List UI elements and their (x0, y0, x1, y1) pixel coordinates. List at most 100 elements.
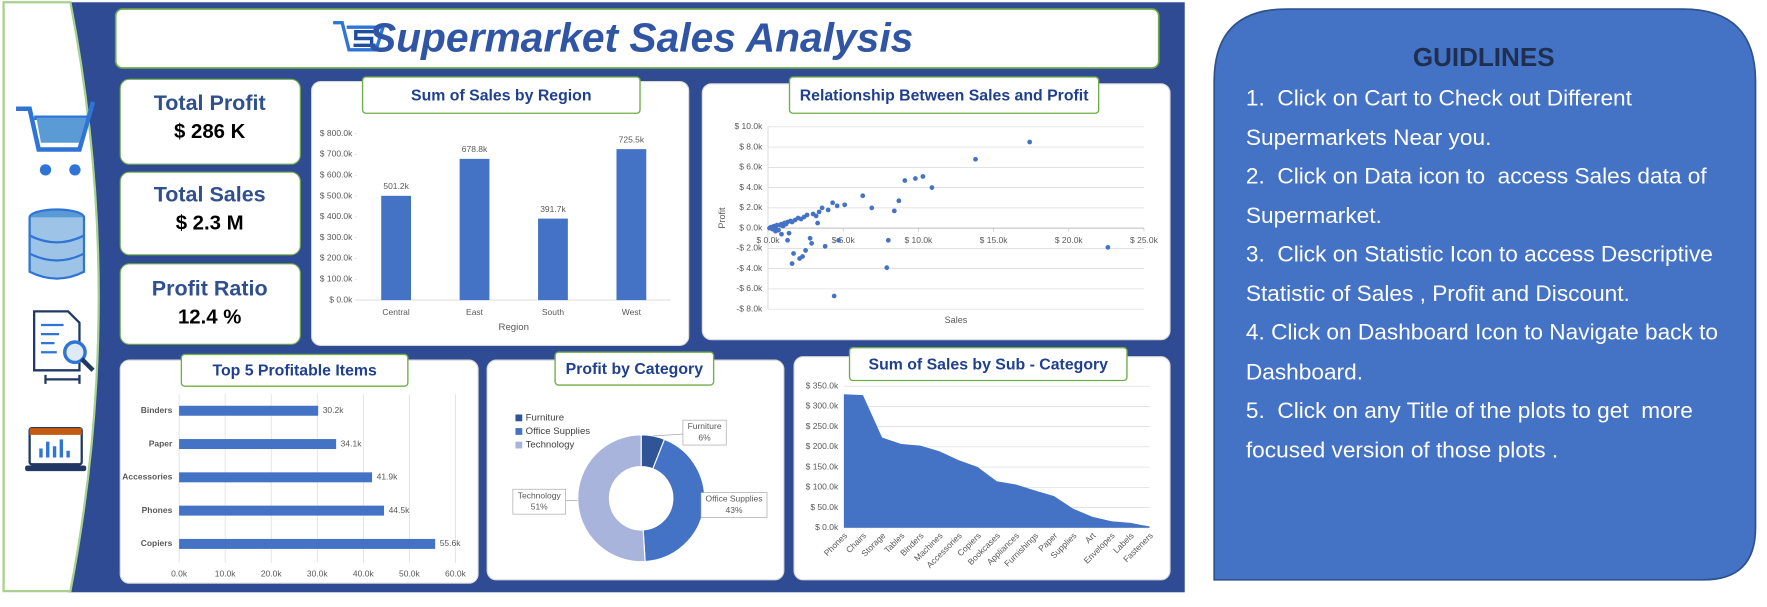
chart-title-box[interactable] (361, 76, 641, 114)
chart-title[interactable]: Sum of Sales by Sub - Category (869, 356, 1109, 373)
chart-title-box[interactable] (554, 351, 715, 386)
x-tick-label: 50.0k (399, 568, 421, 578)
statistic-icon[interactable] (33, 310, 95, 384)
title-box (114, 8, 1160, 69)
data-label: 44.5k (389, 505, 411, 515)
chart-title[interactable]: Relationship Between Sales and Profit (800, 87, 1089, 104)
bar (179, 405, 319, 416)
scatter-point (831, 293, 837, 299)
bar (538, 218, 568, 301)
data-label: 678.8k (462, 144, 488, 154)
x-tick-label: 0.0k (171, 568, 188, 578)
data-label: 41.9k (377, 472, 399, 482)
db-bands (29, 234, 85, 262)
cart-basket (36, 117, 87, 143)
scatter-point (807, 235, 813, 241)
data-label-category: Furniture (688, 421, 722, 431)
chart-title[interactable]: Top 5 Profitable Items (212, 363, 377, 380)
legend-swatch (515, 414, 523, 422)
guideline-item: 1. Click on Cart to Check out Different … (1245, 86, 1639, 151)
y-tick-label: $ 600.0k (320, 169, 353, 179)
chart-title-box[interactable] (180, 353, 409, 387)
guideline-item: 5. Click on any Title of the plots to ge… (1245, 398, 1700, 463)
bar (179, 538, 436, 549)
kpi-value: 12.4 % (178, 307, 241, 329)
scatter-point (885, 237, 891, 243)
y-tick-label: $ 0.0k (815, 522, 839, 532)
y-tick-label: Copiers (141, 538, 173, 548)
y-tick-label: $ 100.0k (806, 482, 839, 492)
y-tick-label: $ 0.0k (329, 294, 353, 304)
cart-handle (86, 101, 96, 119)
scatter-point (902, 178, 908, 183)
y-tick-label: $ 300.0k (320, 232, 353, 242)
scatter-point (836, 237, 842, 243)
y-tick-label: $ 50.0k (810, 502, 839, 512)
x-tick-label: 10.0k (215, 568, 237, 578)
y-tick-label: -$ 2.0k (736, 243, 763, 253)
laptop-chart (39, 439, 70, 458)
x-axis-title: Region (499, 322, 529, 333)
guidelines-list: 1. Click on Cart to Check out Different … (1246, 79, 1744, 470)
y-tick-label: $ 200.0k (806, 441, 839, 451)
legend-label: Furniture (526, 412, 564, 423)
y-tick-label: Accessories (122, 472, 172, 482)
title-icon-s (353, 30, 374, 47)
guideline-item: 3. Click on Statistic Icon to access Des… (1245, 242, 1720, 307)
scatter-point (912, 176, 918, 181)
magnifier-handle (80, 357, 95, 372)
bar (179, 439, 337, 450)
guidelines-body: 1. Click on Cart to Check out Different … (1246, 79, 1744, 470)
dashboard-icon[interactable] (25, 426, 87, 472)
x-axis-title: Sales (945, 315, 968, 325)
x-tick-label: East (466, 307, 484, 317)
data-label-box (700, 492, 768, 518)
legend-label: Technology (526, 440, 575, 451)
y-tick-label: $ 2.0k (739, 202, 763, 212)
data-label-category: Office Supplies (706, 494, 763, 504)
scatter-point (860, 193, 866, 199)
kpi-label: Total Profit (154, 91, 266, 115)
bar (616, 149, 647, 301)
y-tick-label: $ 500.0k (320, 190, 353, 200)
x-tick-label: 20.0k (261, 568, 283, 578)
data-label-category: Technology (518, 490, 562, 500)
scatter-point (830, 200, 836, 206)
title-icon-cart (333, 20, 386, 52)
y-tick-label: $ 6.0k (739, 162, 763, 172)
y-tick-label: $ 200.0k (320, 253, 353, 263)
y-tick-label: -$ 6.0k (736, 283, 763, 293)
data-label-box (682, 419, 727, 446)
x-tick-label: 30.0k (307, 568, 329, 578)
panel-background (119, 359, 479, 584)
area (843, 394, 1150, 528)
scatter-point (869, 205, 875, 211)
scatter-point (786, 230, 792, 236)
scatter-point (1105, 244, 1111, 250)
scatter-point (813, 213, 819, 219)
data-label: 501.2k (383, 181, 409, 191)
kpi-card (119, 78, 301, 165)
chart-title[interactable]: Sum of Sales by Region (411, 87, 591, 104)
data-label: 391.7k (540, 204, 566, 214)
chart-panel: $ 0.0k $ 100.0k $ 200.0k $ 300.0k $ 400.0k $ … (311, 76, 690, 346)
x-tick-label: West (622, 307, 642, 317)
x-tick-label: $ 20.0k (1055, 235, 1084, 245)
cart-wheel (69, 164, 81, 176)
chart-panel: $ 0.0k $ 50.0k $ 100.0k $ 150.0k $ 200.0k $ 2… (793, 346, 1171, 581)
data-label: 43% (726, 505, 743, 515)
title-icon (333, 20, 386, 52)
donut-slice (642, 438, 706, 563)
data-label: 6% (698, 433, 711, 443)
x-tick-label: $ 15.0k (980, 235, 1009, 245)
scatter-point (842, 202, 848, 208)
scatter-point (825, 207, 831, 213)
cart-icon[interactable] (16, 101, 96, 176)
chart-title-box[interactable] (788, 76, 1100, 114)
donut-slice (577, 434, 646, 563)
chart-title-box[interactable] (848, 346, 1128, 382)
y-tick-label: $ 800.0k (320, 128, 353, 138)
data-icon[interactable] (28, 208, 86, 280)
scatter-point (773, 228, 778, 234)
chart-title[interactable]: Profit by Category (566, 361, 704, 378)
